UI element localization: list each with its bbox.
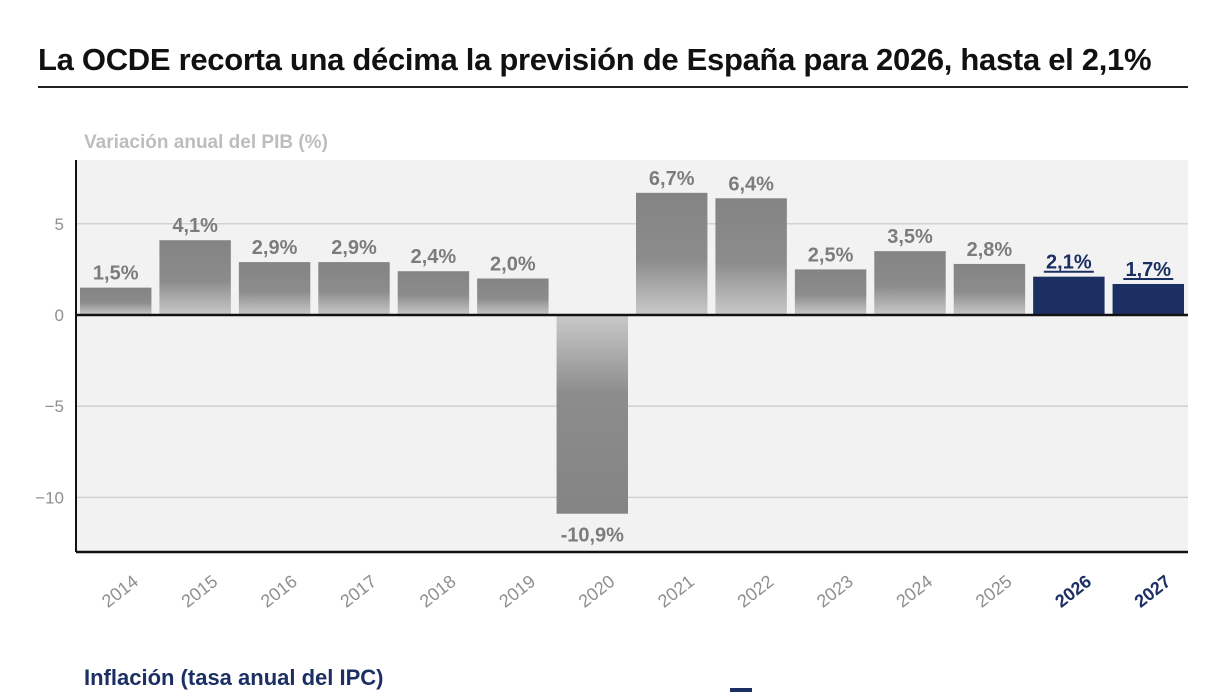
legend-swatch xyxy=(730,688,752,692)
data-label-2014: 1,5% xyxy=(93,263,139,285)
x-tick-label-2015: 2015 xyxy=(178,571,222,611)
bar-2024 xyxy=(874,251,946,315)
x-tick-label-2021: 2021 xyxy=(654,571,698,611)
data-label-2021: 6,7% xyxy=(649,168,695,190)
data-label-2024: 3,5% xyxy=(887,226,933,248)
bar-2025 xyxy=(953,263,1026,315)
data-label-2025: 2,8% xyxy=(967,239,1013,261)
x-tick-label-2023: 2023 xyxy=(813,571,857,611)
data-label-2019: 2,0% xyxy=(490,254,536,276)
x-tick-label-2020: 2020 xyxy=(575,571,619,611)
bar-2020 xyxy=(556,314,628,514)
bar-2015 xyxy=(159,240,231,315)
y-tick-label: −10 xyxy=(35,488,64,507)
x-tick-label-2026: 2026 xyxy=(1051,571,1095,611)
y-tick-label: 0 xyxy=(55,306,64,325)
x-tick-label-2019: 2019 xyxy=(495,571,539,611)
bar-2014 xyxy=(80,287,152,315)
plot-background xyxy=(76,160,1188,552)
x-tick-label-2024: 2024 xyxy=(892,571,936,611)
bar-2022 xyxy=(715,198,787,315)
x-tick-label-2016: 2016 xyxy=(257,571,301,611)
data-label-2015: 4,1% xyxy=(172,215,218,237)
bar-2018 xyxy=(397,271,470,315)
data-label-2027: 1,7% xyxy=(1125,259,1171,281)
bar-2027 xyxy=(1112,283,1184,315)
data-label-2020: -10,9% xyxy=(561,525,625,547)
chart-title: Variación anual del PIB (%) xyxy=(84,132,328,153)
data-label-2023: 2,5% xyxy=(808,244,854,266)
bar-2026 xyxy=(1033,276,1105,315)
bar-2017 xyxy=(318,262,390,315)
gdp-bar-chart: Variación anual del PIB (%) 1,5% 4,1% 2,9%… xyxy=(35,132,1188,611)
headline-rule xyxy=(38,86,1188,88)
inflation-section-title: Inflación (tasa anual del IPC) xyxy=(84,665,384,690)
x-tick-label-2022: 2022 xyxy=(734,571,778,611)
x-tick-label-2018: 2018 xyxy=(416,571,460,611)
data-label-2026: 2,1% xyxy=(1046,252,1092,274)
data-label-2016: 2,9% xyxy=(252,237,298,259)
x-tick-label-2027: 2027 xyxy=(1131,571,1175,611)
x-tick-label-2014: 2014 xyxy=(98,571,142,611)
y-tick-label: −5 xyxy=(45,397,64,416)
y-tick-label: 5 xyxy=(55,215,64,234)
bar-2023 xyxy=(794,269,867,315)
x-tick-label-2017: 2017 xyxy=(336,571,380,611)
headline: La OCDE recorta una décima la previsión … xyxy=(38,42,1152,77)
bar-2016 xyxy=(238,262,311,315)
data-label-2022: 6,4% xyxy=(728,173,774,195)
x-tick-label-2025: 2025 xyxy=(972,571,1016,611)
data-label-2017: 2,9% xyxy=(331,237,377,259)
data-label-2018: 2,4% xyxy=(411,246,457,268)
bar-2019 xyxy=(477,278,549,315)
bar-2021 xyxy=(636,192,708,315)
